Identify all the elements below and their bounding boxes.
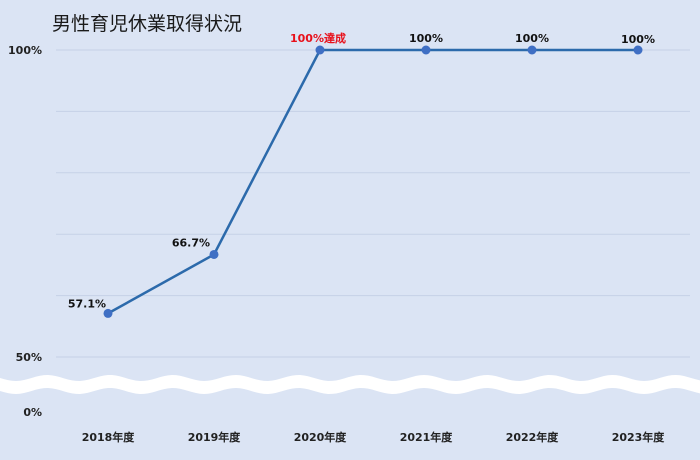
- data-label: 100%: [621, 33, 655, 46]
- y-tick-label: 0%: [23, 406, 42, 419]
- x-tick-label: 2022年度: [506, 430, 560, 444]
- series: [103, 45, 643, 318]
- data-point: [103, 308, 113, 318]
- data-label: 100%: [409, 32, 443, 45]
- data-point: [209, 249, 219, 259]
- x-tick-label: 2020年度: [294, 430, 348, 444]
- data-label: 100%達成: [290, 31, 346, 45]
- x-tick-label: 2023年度: [612, 430, 666, 444]
- grid: [56, 49, 690, 358]
- y-axis: 100% 50% 0%: [8, 44, 42, 419]
- axis-break-band: [0, 375, 700, 394]
- x-tick-label: 2021年度: [400, 430, 454, 444]
- x-tick-label: 2019年度: [188, 430, 242, 444]
- y-tick-label: 100%: [8, 44, 42, 57]
- chart-title: 男性育児休業取得状況: [52, 13, 242, 35]
- data-point: [421, 45, 431, 55]
- x-axis: 2018年度 2019年度 2020年度 2021年度 2022年度 2023年度: [82, 430, 666, 444]
- data-labels: 57.1% 66.7% 100%達成 100% 100% 100%: [68, 31, 655, 310]
- data-label: 100%: [515, 32, 549, 45]
- data-point: [633, 45, 643, 55]
- y-tick-label: 50%: [16, 351, 42, 364]
- data-label: 66.7%: [172, 236, 210, 249]
- data-label: 57.1%: [68, 297, 106, 310]
- data-point: [315, 45, 325, 55]
- axis-break-wave: [0, 375, 700, 394]
- data-point: [527, 45, 537, 55]
- x-tick-label: 2018年度: [82, 430, 136, 444]
- series-line: [107, 48, 638, 315]
